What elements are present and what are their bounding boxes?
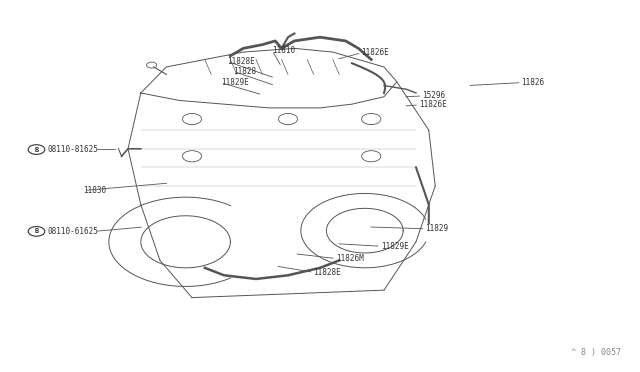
Text: 11826E: 11826E [419, 100, 447, 109]
Text: 11826: 11826 [522, 78, 545, 87]
Text: 11829: 11829 [426, 224, 449, 233]
Text: 11828E: 11828E [314, 268, 341, 277]
Text: 11829E: 11829E [381, 242, 408, 251]
Text: 11826M: 11826M [336, 254, 364, 263]
Text: 11810: 11810 [272, 46, 295, 55]
Text: B: B [35, 147, 38, 153]
Text: 08110-61625: 08110-61625 [48, 227, 99, 236]
Text: 08110-81625: 08110-81625 [48, 145, 99, 154]
Text: 11826E: 11826E [362, 48, 389, 57]
Text: 11828: 11828 [234, 67, 257, 76]
Text: ^ 8 ) 0057: ^ 8 ) 0057 [571, 348, 621, 357]
Text: 11829E: 11829E [221, 78, 248, 87]
Text: B: B [35, 228, 38, 234]
Text: 11828E: 11828E [227, 57, 255, 66]
Text: 15296: 15296 [422, 92, 445, 100]
Text: 11830: 11830 [83, 186, 106, 195]
